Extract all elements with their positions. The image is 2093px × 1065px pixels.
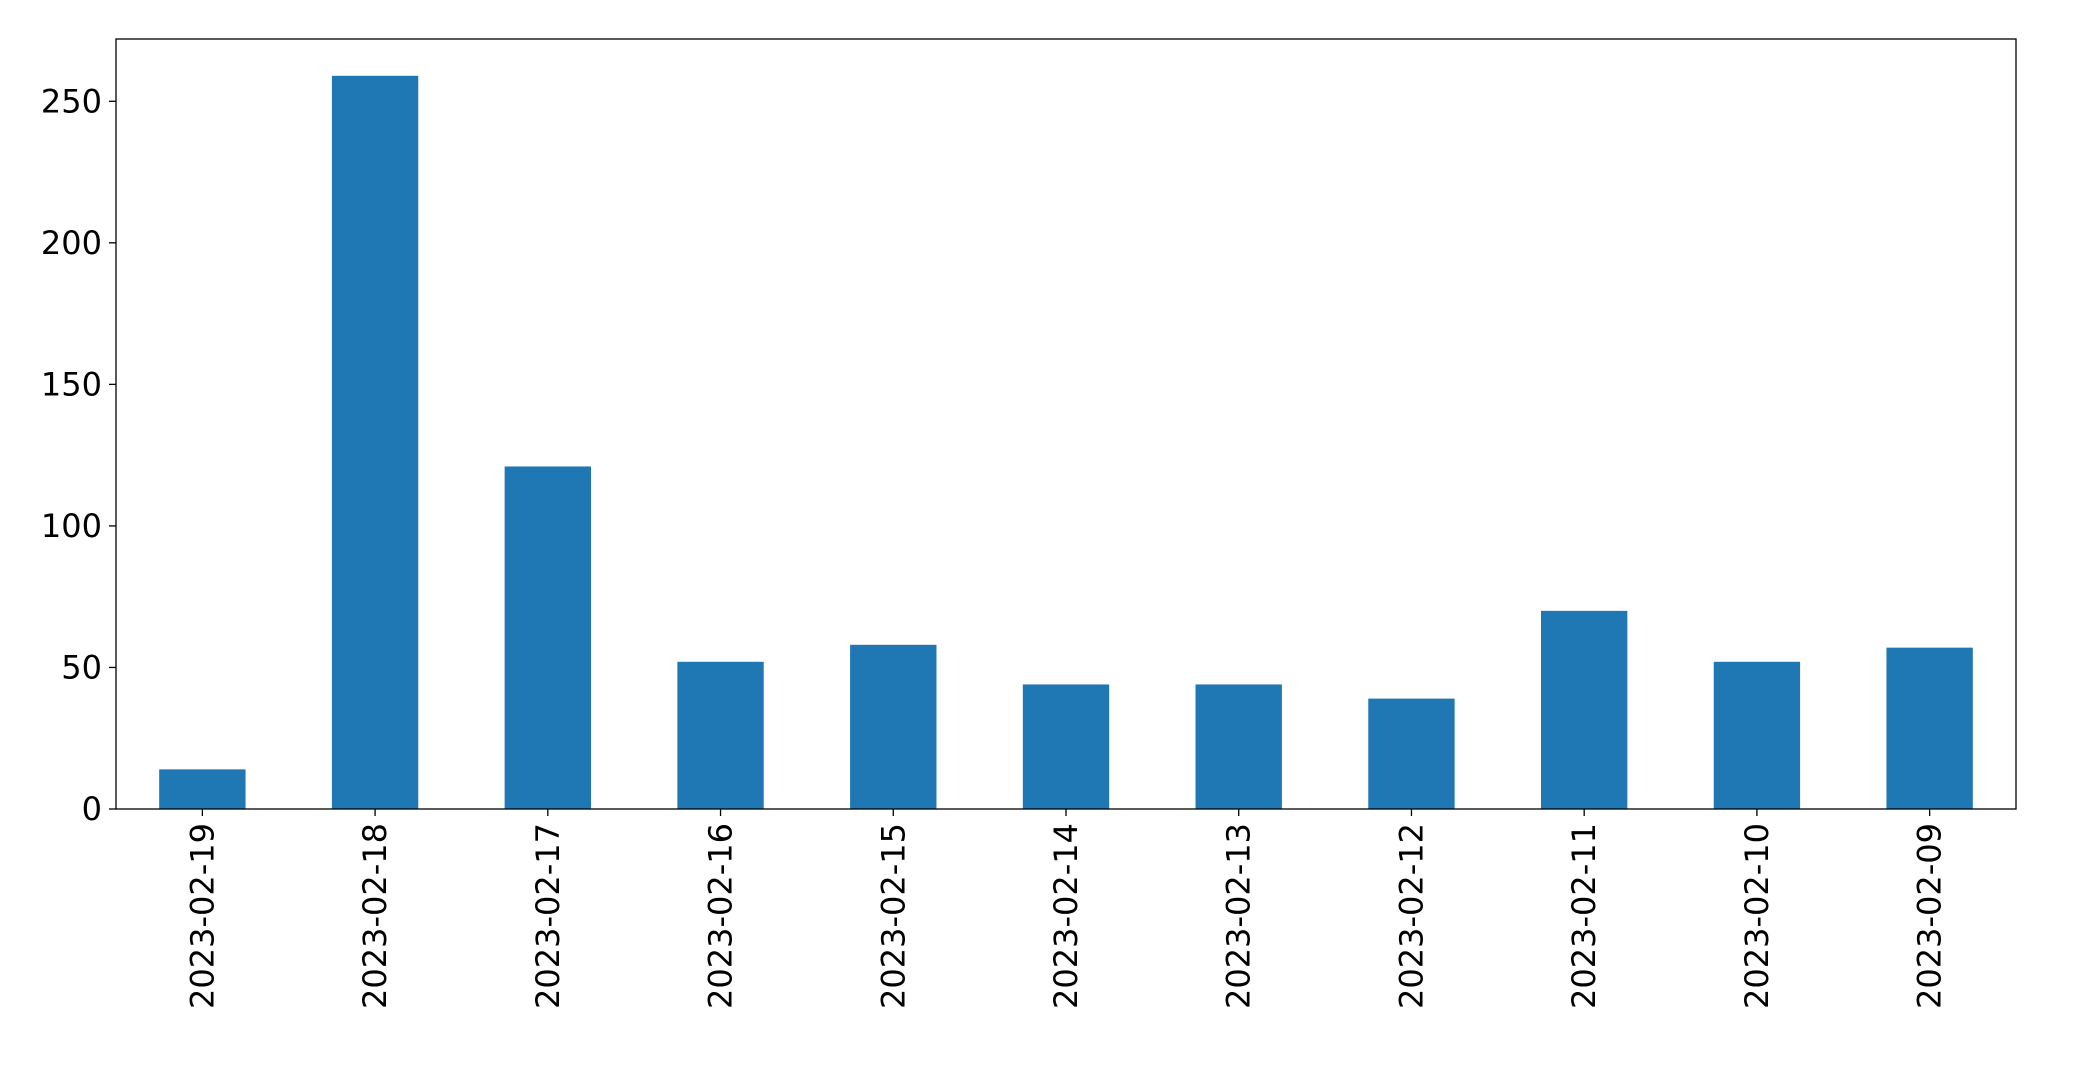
bar — [850, 644, 937, 809]
y-tick-label: 150 — [41, 365, 102, 403]
y-tick-label: 100 — [41, 507, 102, 545]
x-tick-label: 2023-02-14 — [1047, 823, 1085, 1009]
bar — [1022, 684, 1110, 809]
x-tick-label: 2023-02-10 — [1738, 823, 1776, 1009]
y-tick-label: 250 — [41, 82, 102, 120]
bar — [331, 75, 419, 810]
bar — [1195, 684, 1282, 809]
x-tick-label: 2023-02-09 — [1911, 823, 1949, 1009]
x-tick-label: 2023-02-17 — [529, 823, 567, 1009]
x-tick-label: 2023-02-16 — [702, 823, 740, 1009]
x-tick-label: 2023-02-18 — [356, 823, 394, 1009]
x-tick-label: 2023-02-15 — [874, 823, 912, 1009]
x-tick-label: 2023-02-19 — [183, 823, 221, 1009]
bar — [1713, 661, 1801, 809]
bar — [504, 466, 591, 809]
bar — [1886, 647, 1973, 809]
x-tick-label: 2023-02-12 — [1392, 823, 1430, 1009]
x-tick-label: 2023-02-13 — [1220, 823, 1258, 1009]
bar — [1368, 698, 1455, 809]
x-tick-label: 2023-02-11 — [1565, 823, 1603, 1009]
y-tick-label: 200 — [41, 224, 102, 262]
bar — [677, 661, 764, 809]
bar — [159, 769, 246, 809]
y-tick-label: 0 — [82, 790, 102, 828]
bar — [1541, 610, 1628, 809]
y-tick-label: 50 — [61, 648, 102, 686]
